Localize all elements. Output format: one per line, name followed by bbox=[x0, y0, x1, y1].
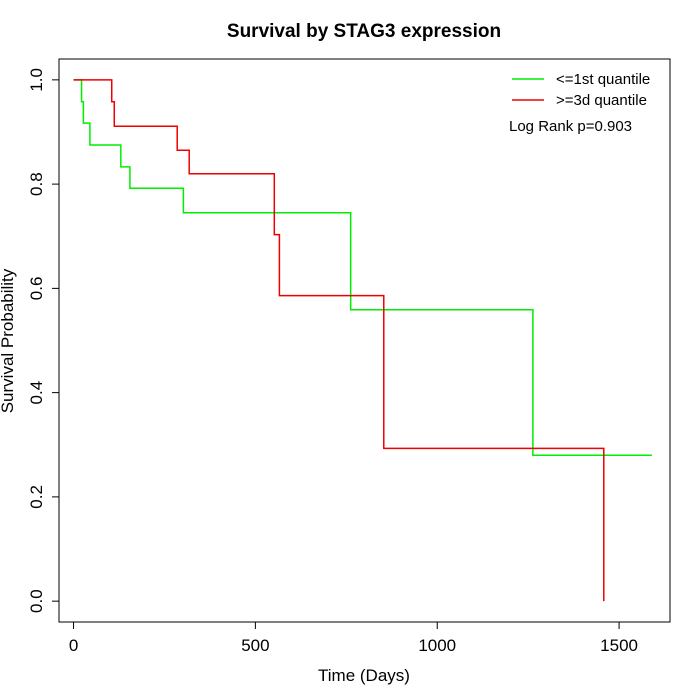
x-tick-label: 1500 bbox=[600, 636, 638, 655]
y-tick-label: 0.6 bbox=[27, 277, 46, 301]
x-tick-label: 500 bbox=[241, 636, 269, 655]
y-tick-label: 0.8 bbox=[27, 172, 46, 196]
x-tick-label: 1000 bbox=[418, 636, 456, 655]
y-tick-label: 0.0 bbox=[27, 589, 46, 613]
x-axis-label: Time (Days) bbox=[318, 666, 410, 685]
y-axis-label: Survival Probability bbox=[0, 268, 17, 413]
x-axis: 0 500 1000 1500 bbox=[69, 622, 638, 655]
y-tick-label: 1.0 bbox=[27, 68, 46, 92]
legend-entry-0: <=1st quantile bbox=[556, 71, 650, 88]
legend: <=1st quantile >=3d quantile bbox=[512, 71, 650, 109]
log-rank-annotation: Log Rank p=0.903 bbox=[509, 118, 632, 135]
y-tick-label: 0.4 bbox=[27, 381, 46, 405]
y-axis: 0.0 0.2 0.4 0.6 0.8 1.0 bbox=[27, 68, 59, 613]
series-layer bbox=[73, 79, 652, 602]
plot-frame bbox=[58, 58, 671, 623]
series-line-1 bbox=[73, 79, 605, 602]
y-tick-label: 0.2 bbox=[27, 485, 46, 509]
chart-title: Survival by STAG3 expression bbox=[227, 21, 501, 42]
series-line-0 bbox=[73, 79, 652, 456]
x-tick-label: 0 bbox=[69, 636, 78, 655]
legend-entry-1: >=3d quantile bbox=[556, 92, 647, 109]
